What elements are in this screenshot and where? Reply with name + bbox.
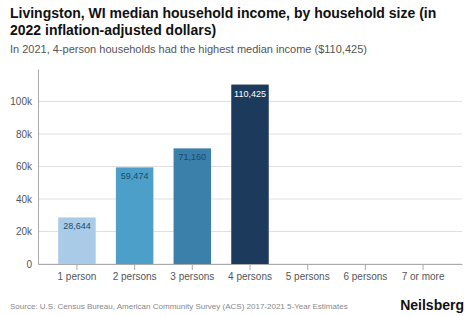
x-tick-label: 5 persons [286,271,330,282]
plot-area: 0 20k 40k 60k 80k 100k 1 person 2 persons 3 pers… [10,70,462,283]
y-tick-label: 40k [16,194,33,205]
bar [58,217,95,264]
x-tick: 6 persons [343,264,387,282]
x-tick-label: 1 person [57,271,96,282]
title: Livingston, WI median household income, … [10,5,436,38]
x-tick-label: 6 persons [343,271,387,282]
source: Source: U.S. Census Bureau, American Com… [10,302,348,311]
x-tick: 7 or more [402,264,445,282]
y-tick-label: 60k [16,161,33,172]
y-tick-label: 0 [26,259,32,270]
chart-root: Livingston, WI median household income, … [0,0,474,316]
y-tick: 80k [16,129,38,140]
x-tick-mark [76,264,77,270]
title-line: Livingston, WI median household income, … [10,5,436,21]
x-tick: 5 persons [286,264,330,282]
x-tick-label: 7 or more [402,271,445,282]
x-tick-label: 3 persons [170,271,214,282]
data-label: 71,160 [179,152,207,162]
y-axis: 0 20k 40k 60k 80k 100k [10,70,38,270]
bar [289,264,326,265]
data-label: 28,644 [63,221,91,231]
bar [347,264,384,265]
y-tick: 60k [16,161,38,172]
subtitle: In 2021, 4-person households had the hig… [10,43,367,55]
bar [116,167,153,264]
brand: Neilsberg [400,297,464,313]
x-tick-mark [134,264,135,270]
x-tick: 2 persons [113,264,157,282]
y-tick-label: 80k [16,129,33,140]
y-tick: 20k [16,226,38,237]
y-axis-line [38,70,39,265]
bar [404,264,441,265]
x-tick: 3 persons [170,264,214,282]
title-line: 2022 inflation-adjusted dollars) [10,22,216,38]
x-tick: 4 persons [228,264,272,282]
data-label: 110,425 [234,89,266,99]
bar [174,148,211,264]
data-label: 59,474 [121,171,149,181]
y-tick: 100k [10,96,38,107]
data-labels: 28,644 59,474 71,160 110,425 [63,89,266,232]
x-tick-mark [192,264,193,270]
y-tick: 0 [26,259,38,270]
x-tick-mark [250,264,251,270]
x-axis: 1 person 2 persons 3 persons 4 persons 5 per… [39,264,463,282]
x-tick-mark [307,264,308,270]
x-tick-mark [365,264,366,270]
x-tick: 1 person [57,264,96,282]
y-tick-label: 100k [10,96,33,107]
x-tick-mark [423,264,424,270]
bar [231,85,268,264]
bars [58,85,269,264]
y-tick: 40k [16,194,38,205]
x-tick-label: 2 persons [113,271,157,282]
y-tick-label: 20k [16,226,33,237]
x-tick-label: 4 persons [228,271,272,282]
